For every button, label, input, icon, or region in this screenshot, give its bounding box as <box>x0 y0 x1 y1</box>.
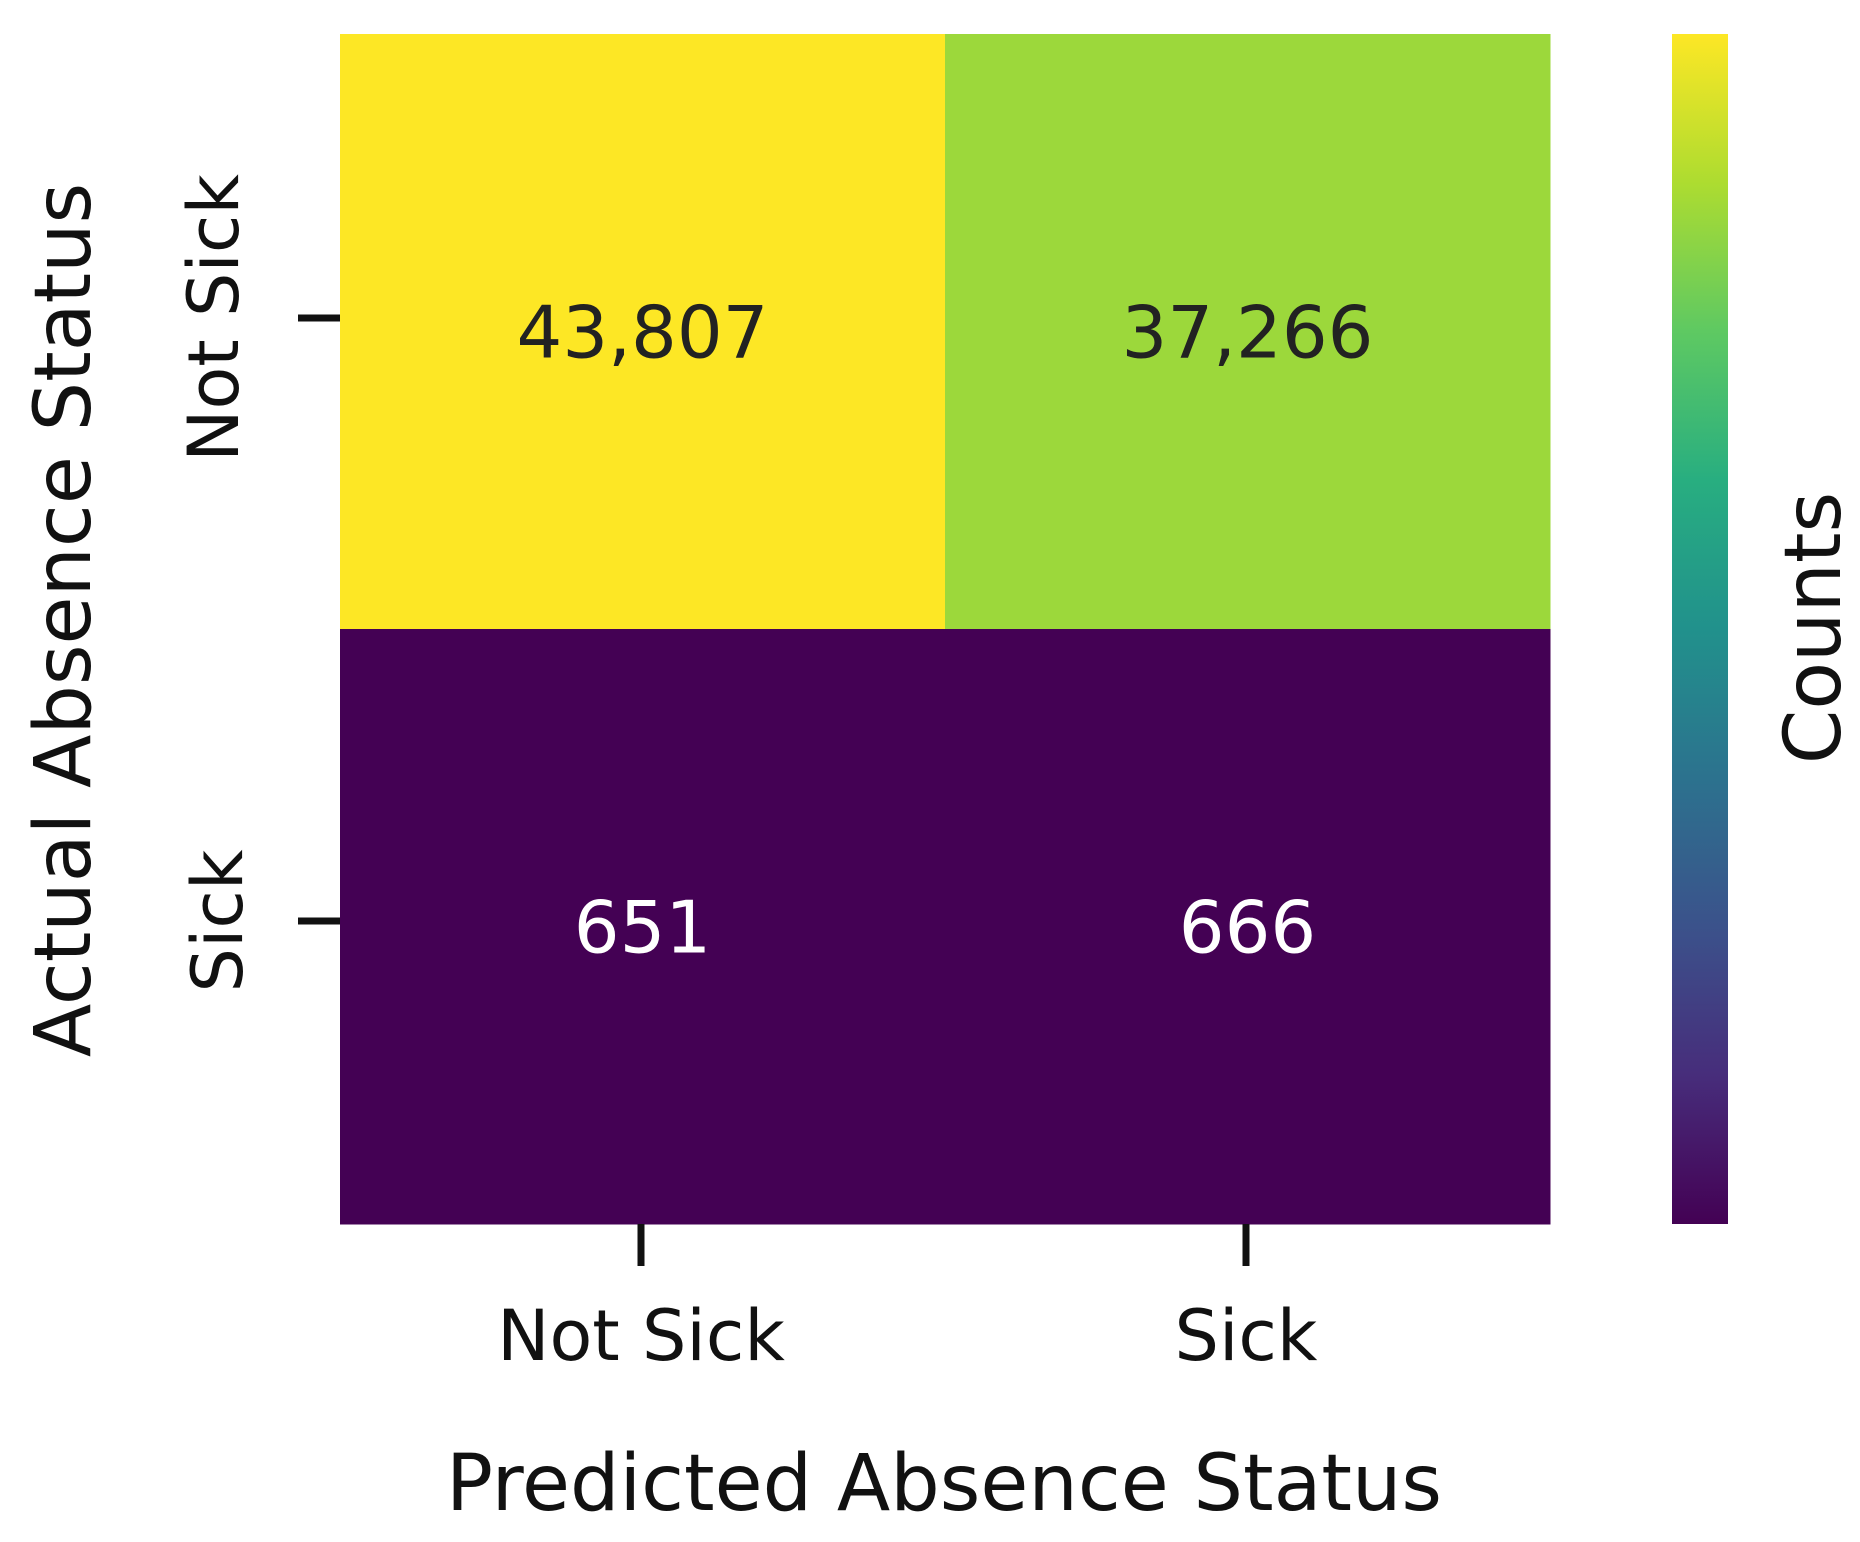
heatmap-cell-actual-not-sick-predicted-sick <box>945 34 1551 630</box>
x-tick-label-sick: Sick <box>1175 1295 1318 1377</box>
x-axis-label: Predicted Absence Status <box>446 1439 1442 1529</box>
colorbar <box>1672 34 1728 1224</box>
heatmap-cell-actual-sick-predicted-not-sick <box>340 629 946 1225</box>
x-tick-label-not-sick: Not Sick <box>497 1295 785 1377</box>
heatmap-cell-actual-sick-predicted-sick <box>945 629 1551 1225</box>
heatmap-cell-actual-not-sick-predicted-not-sick <box>340 34 946 630</box>
cell-value-label-actual-sick-predicted-not-sick: 651 <box>574 886 711 970</box>
cell-value-label-actual-sick-predicted-sick: 666 <box>1179 886 1316 970</box>
heatmap-cell-labels: 43,807 37,266 651 666 <box>517 291 1374 970</box>
colorbar-label: Counts <box>1769 492 1859 764</box>
y-axis-label: Actual Absence Status <box>19 183 109 1057</box>
y-tick-label-not-sick: Not Sick <box>173 174 255 462</box>
cell-value-label-actual-not-sick-predicted-not-sick: 43,807 <box>517 291 769 375</box>
cell-value-label-actual-not-sick-predicted-sick: 37,266 <box>1122 291 1374 375</box>
y-tick-label-sick: Sick <box>177 849 259 992</box>
heatmap-cells <box>340 34 1551 1225</box>
